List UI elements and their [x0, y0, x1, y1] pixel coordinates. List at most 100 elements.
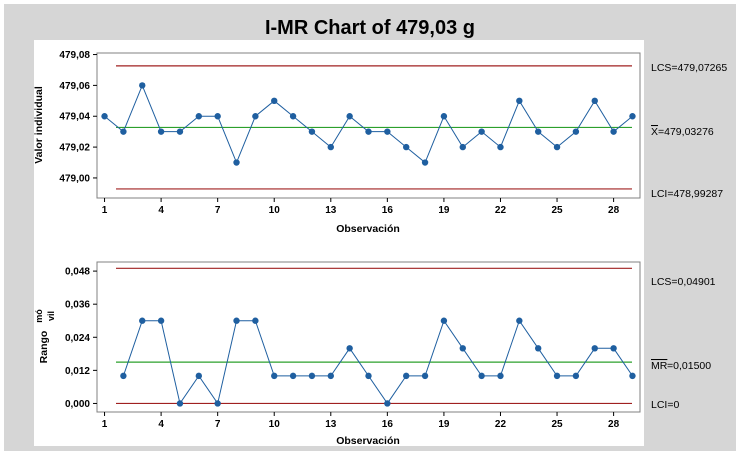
x-tick-label: 28: [608, 419, 620, 430]
data-point: [459, 345, 466, 352]
data-point: [403, 143, 410, 151]
data-point: [327, 143, 334, 151]
data-point: [572, 128, 580, 135]
y-tick-label: 479,08: [59, 50, 90, 61]
x-tick-label: 13: [325, 205, 337, 216]
x-tick-label: 13: [325, 419, 337, 430]
data-point: [365, 372, 372, 380]
x-tick-label: 22: [495, 419, 507, 430]
data-point: [139, 317, 146, 324]
center-label-bar-symbol: MR: [651, 360, 668, 372]
y-axis-label: Rango mó vil: [34, 309, 56, 364]
data-point: [176, 400, 184, 407]
data-point: [195, 372, 203, 380]
data-point: [327, 372, 334, 380]
center-label-bar-symbol: X: [651, 126, 658, 138]
x-tick-label: 1: [102, 419, 108, 430]
chart-title: I-MR Chart of 479,03 g: [265, 17, 475, 39]
y-tick-label: 0,036: [65, 300, 90, 311]
data-point: [403, 372, 410, 380]
data-point: [459, 143, 466, 151]
data-point: [346, 113, 353, 120]
data-point: [308, 372, 316, 380]
x-tick-label: 16: [382, 205, 394, 216]
data-point: [139, 82, 146, 89]
data-point: [629, 372, 636, 380]
y-tick-label: 0,000: [65, 399, 90, 410]
data-point: [591, 97, 598, 105]
data-point: [440, 317, 448, 324]
data-point: [421, 372, 429, 380]
center-label-value: =0,01500: [667, 360, 711, 372]
y-tick-labels: 479,00 479,02 479,04 479,06 479,08: [59, 50, 97, 184]
reference-lines: [116, 267, 632, 405]
data-point: [157, 128, 165, 135]
y-tick-label: 479,06: [59, 81, 90, 92]
plot-border: [96, 261, 641, 413]
x-tick-label: 4: [158, 205, 164, 216]
y-tick-label: 479,00: [59, 173, 90, 184]
x-tick-label: 16: [382, 419, 394, 430]
data-point: [252, 317, 259, 324]
data-point: [610, 345, 617, 352]
data-point: [497, 372, 504, 380]
moving-range-panel: 0,000 0,012 0,024 0,036 0,048 1 4 7 10 13 16 19 22 2…: [34, 261, 716, 447]
y-tick-label: 479,04: [59, 112, 90, 123]
data-series: [101, 82, 636, 166]
y-tick-labels: 0,000 0,012 0,024 0,036 0,048: [65, 267, 97, 410]
series-line: [122, 319, 633, 405]
data-point: [384, 128, 391, 135]
data-point: [572, 372, 580, 380]
ucl-label: LCS=0,04901: [651, 276, 716, 288]
x-tick-label: 22: [495, 205, 507, 216]
x-tick-label: 4: [158, 419, 164, 430]
y-axis-label-subscript: vil: [46, 311, 56, 321]
data-point: [516, 97, 523, 105]
y-axis-label-superscript: mó: [34, 309, 44, 323]
data-point: [553, 143, 561, 151]
data-point: [497, 143, 504, 151]
data-point: [534, 128, 542, 135]
center-label-value: =479,03276: [658, 126, 714, 138]
data-point: [308, 128, 316, 135]
data-point: [214, 113, 221, 120]
x-tick-label: 1: [102, 205, 108, 216]
ucl-label: LCS=479,07265: [651, 62, 727, 74]
y-axis-label: Valor individual: [33, 86, 45, 164]
lcl-label: LCI=0: [651, 399, 679, 411]
y-tick-label: 0,024: [65, 333, 90, 344]
individual-value-panel: 479,00 479,02 479,04 479,06 479,08 1 4 7 10 13 16…: [33, 50, 727, 235]
x-tick-label: 7: [215, 419, 221, 430]
data-point: [214, 400, 221, 407]
data-point: [157, 317, 165, 324]
data-point: [252, 113, 259, 120]
x-tick-label: 10: [269, 419, 281, 430]
reference-lines: [116, 65, 632, 190]
data-point: [516, 317, 523, 324]
data-point: [101, 113, 108, 120]
data-point: [195, 113, 203, 120]
x-tick-labels: 1 4 7 10 13 16 19 22 25 28: [102, 412, 620, 430]
data-point: [365, 128, 372, 135]
x-tick-label: 7: [215, 205, 221, 216]
data-point: [289, 113, 297, 120]
data-point: [440, 113, 448, 120]
data-point: [271, 372, 278, 380]
data-point: [421, 159, 429, 166]
x-tick-label: 10: [269, 205, 281, 216]
data-point: [289, 372, 297, 380]
data-point: [591, 345, 598, 352]
y-tick-label: 479,02: [59, 143, 90, 154]
x-tick-label: 19: [438, 205, 450, 216]
y-tick-label: 0,048: [65, 267, 90, 278]
data-point: [271, 97, 278, 105]
x-tick-label: 25: [551, 419, 563, 430]
lcl-label: LCI=478,99287: [651, 188, 723, 200]
data-point: [120, 372, 127, 380]
data-point: [233, 159, 240, 166]
x-tick-labels: 1 4 7 10 13 16 19 22 25 28: [102, 198, 620, 216]
data-series: [120, 317, 636, 407]
data-point: [346, 345, 353, 352]
data-point: [478, 128, 485, 135]
